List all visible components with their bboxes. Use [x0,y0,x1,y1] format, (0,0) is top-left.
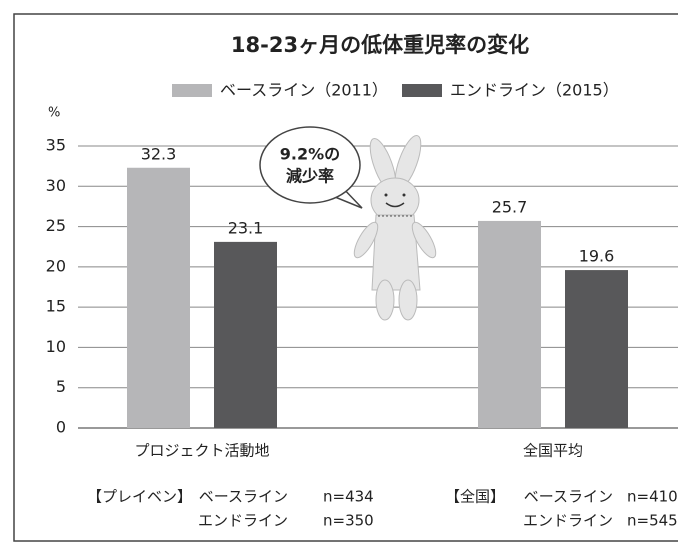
legend-label: エンドライン（2015） [450,81,619,100]
value-label: 23.1 [228,218,264,237]
chart: 18-23ヶ月の低体重児率の変化 % 0 5 10 15 20 25 30 35 ベースライン（… [0,0,678,546]
y-tick-label: 35 [46,136,66,155]
value-label: 32.3 [141,144,177,163]
note-count: n=545 [627,512,678,530]
note-label: エンドライン [198,512,288,530]
note-count: n=410 [627,488,678,506]
y-tick-label: 30 [46,176,66,195]
legend-swatch [402,84,442,97]
x-tick-label: 全国平均 [523,442,583,460]
x-tick-label: プロジェクト活動地 [134,442,269,460]
note-label: ベースライン [199,488,288,506]
y-tick-label: 20 [46,256,66,275]
value-label: 25.7 [492,197,528,216]
bar [214,242,277,428]
legend-swatch [172,84,212,97]
note-count: n=434 [323,488,374,506]
y-tick-label: 25 [46,216,66,235]
y-tick-label: 15 [46,297,66,316]
legend-label: ベースライン（2011） [220,81,388,100]
note-label: エンドライン [523,512,613,530]
note-prefix: 【全国】 [445,488,505,506]
annotation-text: 9.2%の [280,145,340,164]
y-tick-label: 10 [46,337,66,356]
y-tick-label: 5 [56,377,66,396]
bar [478,221,541,428]
note-prefix: 【プレイベン】 [87,488,192,506]
y-tick-label: 0 [56,418,66,437]
note-count: n=350 [323,512,374,530]
note-label: ベースライン [524,488,613,506]
value-label: 19.6 [579,247,615,266]
chart-title: 18-23ヶ月の低体重児率の変化 [231,33,529,57]
y-axis-label: % [48,106,60,121]
bar [127,168,190,428]
annotation-text: 減少率 [286,167,334,186]
bar [565,270,628,428]
